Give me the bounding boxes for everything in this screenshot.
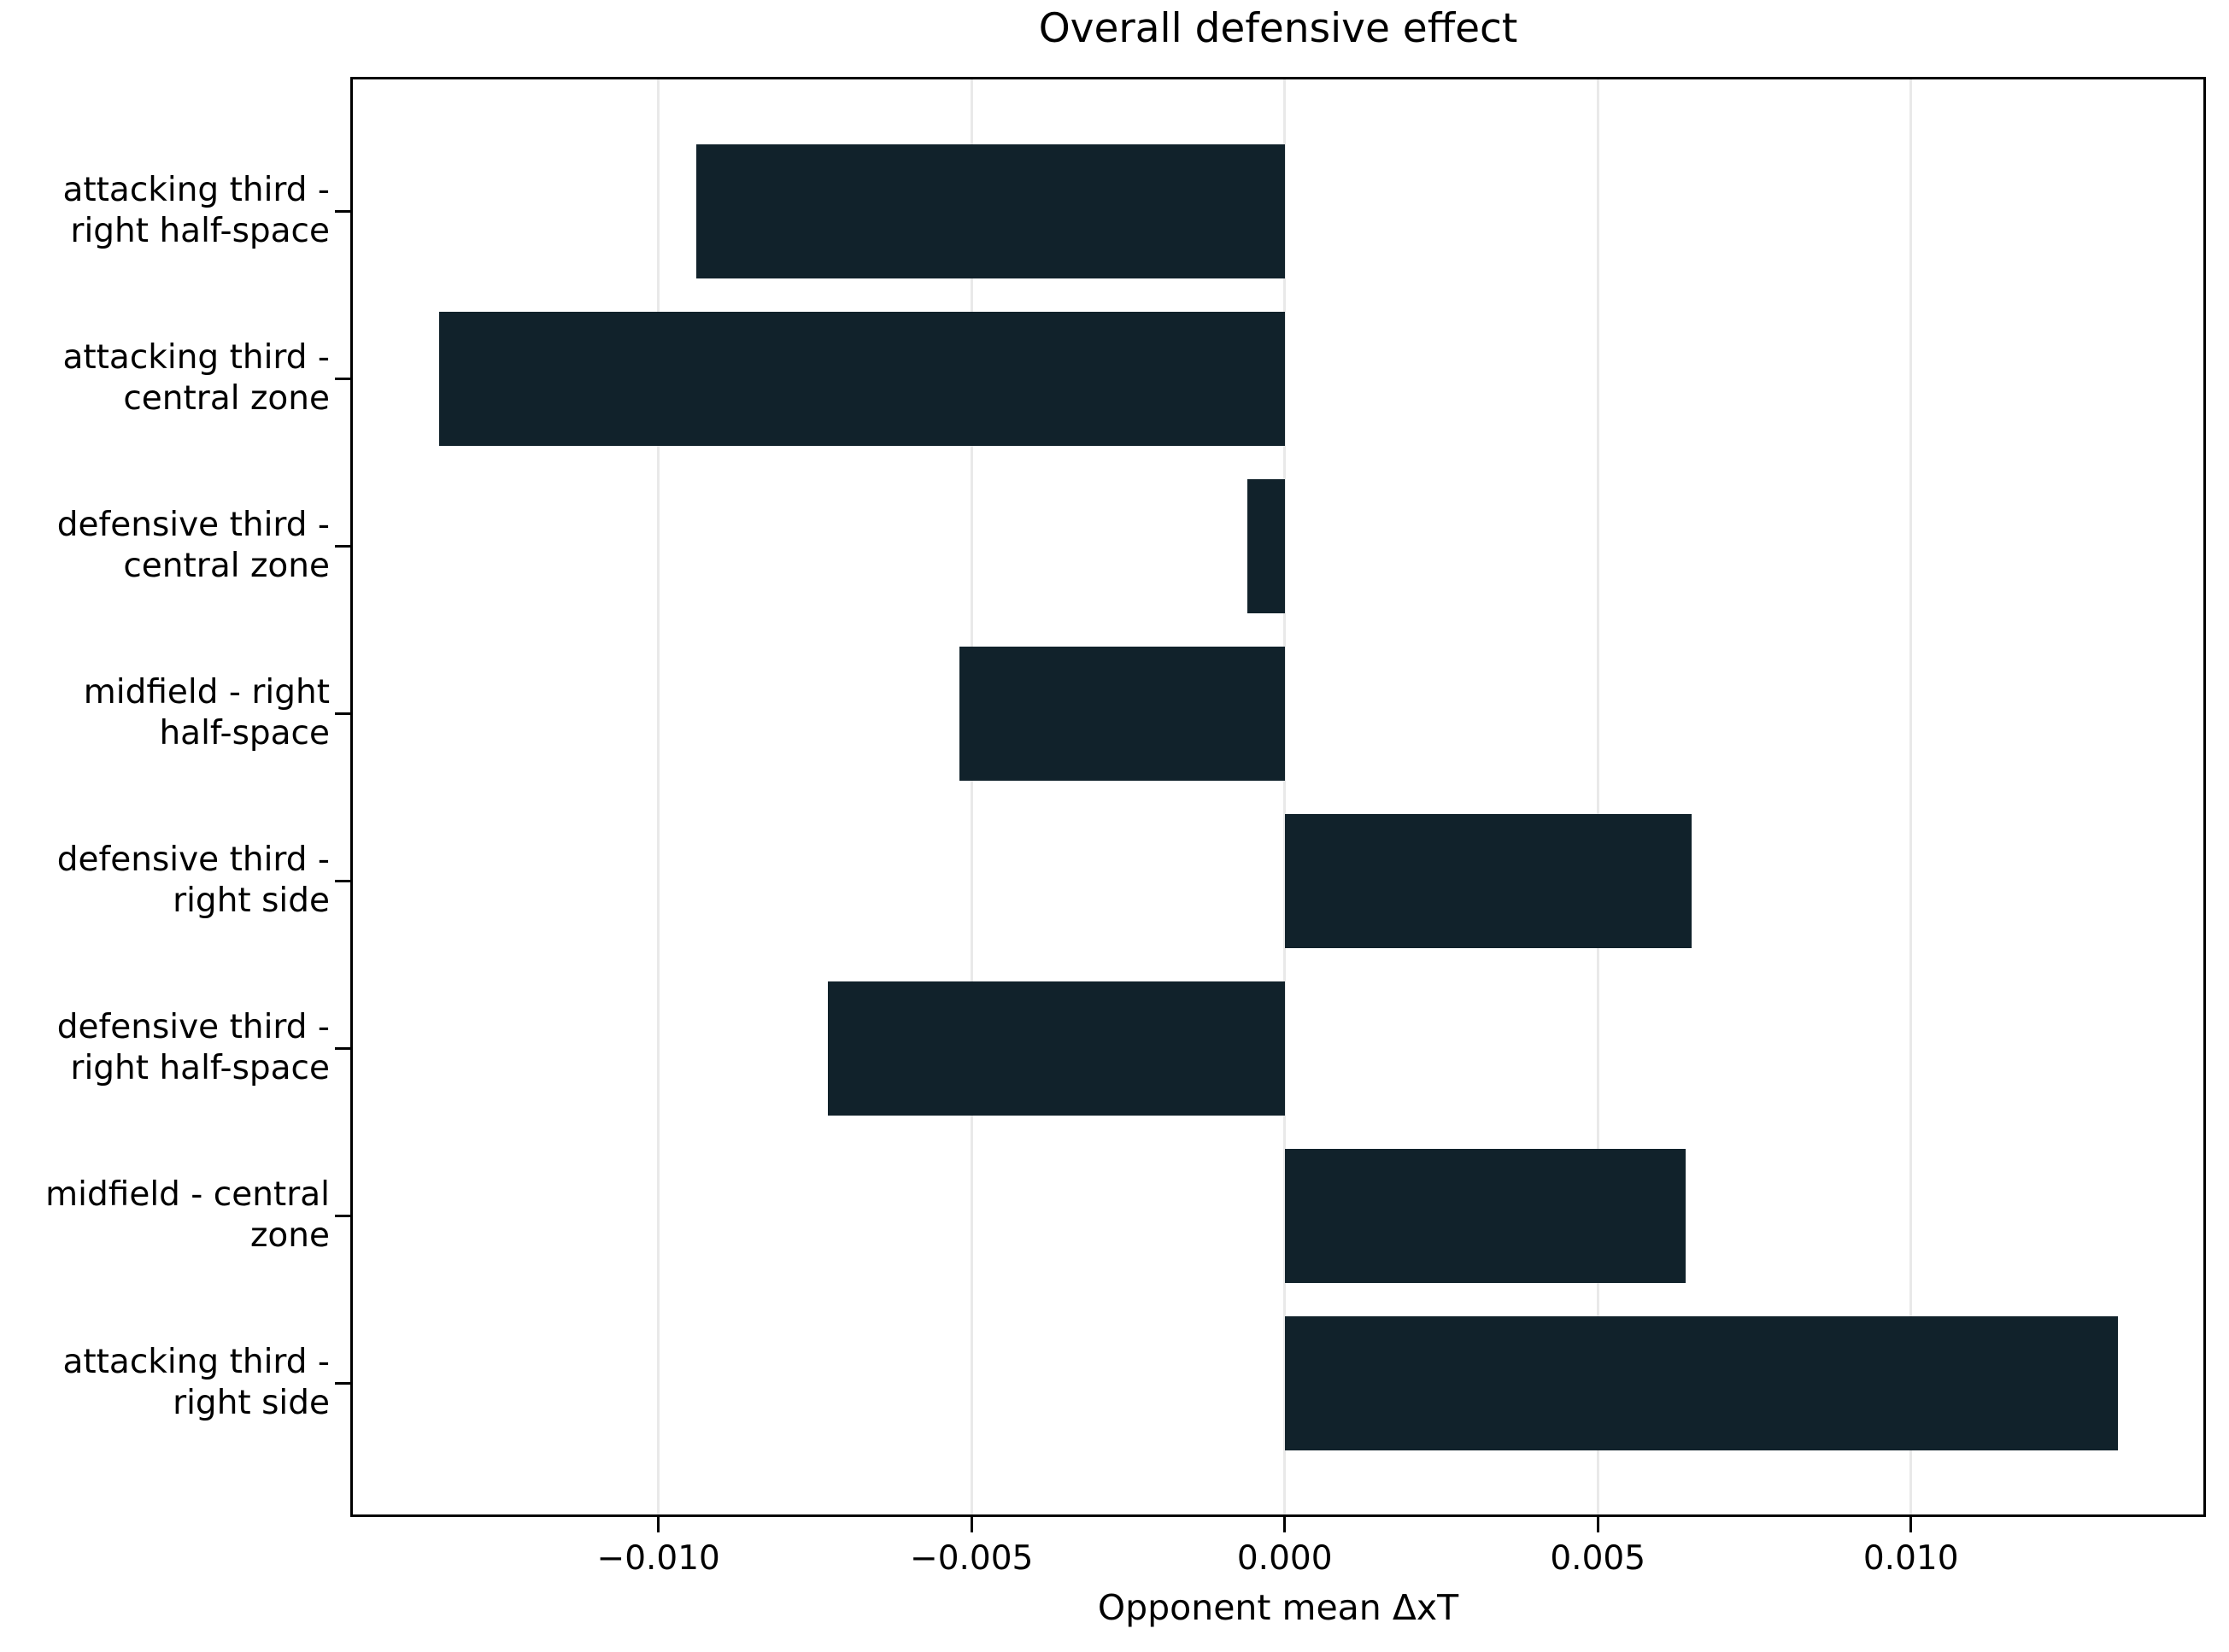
- y-tick-label-line: midfield - central: [45, 1175, 330, 1214]
- y-tick-label-line: right side: [173, 1384, 330, 1422]
- bar: [695, 144, 1285, 278]
- y-tick-mark: [335, 712, 350, 715]
- y-tick-label: defensive third - right side: [0, 840, 330, 922]
- y-tick-label-line: zone: [249, 1216, 330, 1255]
- bar: [1284, 1315, 2118, 1450]
- y-tick-label: attacking third - central zone: [0, 337, 330, 419]
- y-tick-mark: [335, 209, 350, 213]
- y-tick-label-line: right side: [173, 882, 330, 920]
- y-tick-label-line: attacking third -: [62, 171, 330, 209]
- y-tick-label-line: defensive third -: [56, 1008, 330, 1046]
- x-axis-label: Opponent mean ΔxT: [1097, 1587, 1459, 1628]
- x-tick-mark: [1283, 1517, 1287, 1532]
- y-tick-label: attacking third - right half-space: [0, 170, 330, 252]
- y-tick-label-line: defensive third -: [56, 841, 330, 879]
- x-tick-label: 0.005: [1550, 1539, 1646, 1578]
- y-tick-label: attacking third - right side: [0, 1342, 330, 1424]
- chart-title: Overall defensive effect: [1038, 5, 1518, 52]
- y-tick-mark: [335, 1214, 350, 1217]
- x-tick-mark: [1909, 1517, 1913, 1532]
- x-tick-label: −0.010: [596, 1539, 720, 1578]
- x-tick-label: 0.010: [1862, 1539, 1959, 1578]
- x-tick-mark: [657, 1517, 660, 1532]
- plot-area: [350, 77, 2206, 1517]
- bar: [1284, 813, 1692, 948]
- y-tick-label-line: midfield - right: [83, 673, 330, 712]
- gridline: [1909, 79, 1913, 1514]
- y-tick-label: defensive third - central zone: [0, 505, 330, 587]
- gridline: [657, 79, 660, 1514]
- x-tick-mark: [1596, 1517, 1599, 1532]
- y-tick-mark: [335, 544, 350, 548]
- bar: [439, 311, 1285, 446]
- y-tick-label-line: defensive third -: [56, 506, 330, 544]
- y-tick-mark: [335, 1381, 350, 1385]
- y-tick-mark: [335, 377, 350, 380]
- y-tick-mark: [335, 1046, 350, 1050]
- gridline: [1283, 79, 1287, 1514]
- bar: [1284, 1148, 1686, 1283]
- x-tick-label: 0.000: [1236, 1539, 1333, 1578]
- y-tick-label: midfield - central zone: [0, 1175, 330, 1257]
- gridline: [970, 79, 973, 1514]
- x-tick-mark: [970, 1517, 973, 1532]
- x-tick-label: −0.005: [910, 1539, 1034, 1578]
- y-tick-label-line: half-space: [159, 714, 330, 753]
- gridline: [1596, 79, 1599, 1514]
- bar: [959, 646, 1285, 781]
- bar: [827, 981, 1285, 1116]
- y-tick-label-line: attacking third -: [62, 338, 330, 377]
- y-tick-label: defensive third - right half-space: [0, 1007, 330, 1089]
- bar: [1246, 478, 1285, 613]
- y-tick-label: midfield - right half-space: [0, 672, 330, 754]
- y-tick-label-line: attacking third -: [62, 1343, 330, 1381]
- y-tick-label-line: central zone: [123, 379, 330, 418]
- y-tick-mark: [335, 879, 350, 882]
- y-tick-label-line: right half-space: [70, 212, 330, 250]
- y-tick-label-line: right half-space: [70, 1049, 330, 1087]
- y-tick-label-line: central zone: [123, 547, 330, 585]
